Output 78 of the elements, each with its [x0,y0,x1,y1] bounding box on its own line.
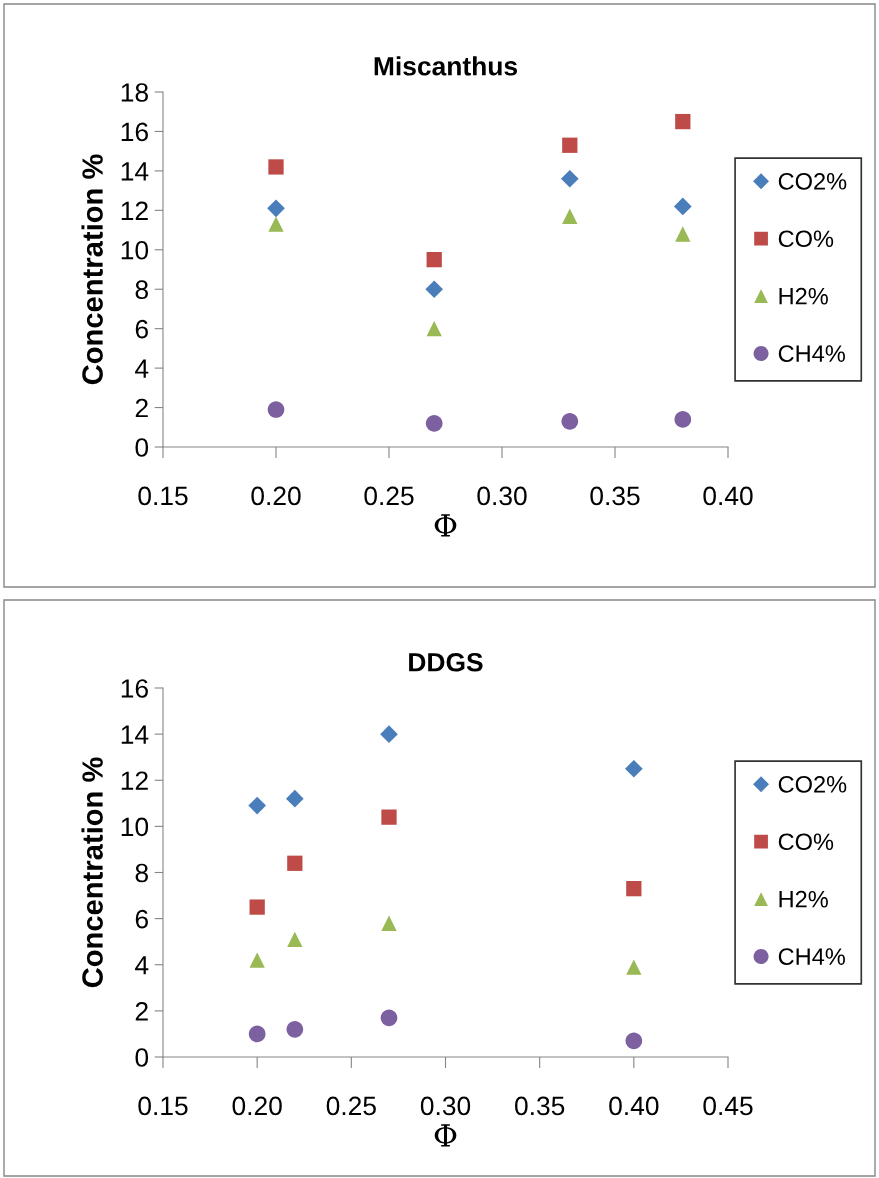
legend-label: H2% [779,287,828,305]
point [381,915,397,931]
point [675,226,691,242]
point [249,952,265,968]
point [248,1025,266,1043]
y-tick-label: 4 [135,359,149,378]
point [380,1009,398,1027]
x-tick-label: 0.15 [138,1096,188,1116]
y-tick-label: 6 [135,319,148,339]
point [248,796,267,815]
point [675,113,691,130]
x-tick-label: 0.30 [477,486,527,506]
y-tick-label: 2 [135,1002,148,1021]
point [285,789,304,808]
y-tick-label: 8 [135,863,148,883]
legend-label: CH4% [778,948,845,965]
y-tick-label: 18 [121,83,148,102]
point [626,959,642,975]
point [426,321,442,337]
point [267,401,285,418]
chart-title: DDGS [409,652,483,672]
point [381,809,397,825]
y-tick-label: 14 [121,162,149,181]
legend-label: CO% [778,833,834,851]
legend-label: CO% [778,230,834,248]
y-axis-title: Concentration % [81,757,103,988]
x-tick-label: 0.15 [138,486,188,506]
legend-label: CO2% [778,775,847,793]
point [287,931,303,948]
x-tick-label: 0.25 [364,486,414,506]
point [425,415,443,432]
y-tick-label: 14 [121,725,149,744]
x-axis-title: Φ [434,1124,457,1147]
x-tick-label: 0.20 [232,1096,282,1116]
point [624,759,643,778]
point [380,725,398,743]
y-tick-label: 2 [135,398,148,418]
y-tick-label: 0 [135,1048,149,1067]
y-tick-label: 6 [135,909,148,929]
x-tick-label: 0.20 [251,486,301,506]
point [561,413,579,430]
x-axis-title: Φ [434,514,457,537]
point [268,216,284,232]
legend-label: CH4% [778,345,845,362]
y-tick-label: 0 [135,438,149,457]
point [287,855,303,871]
point [674,411,692,428]
legend-label: CO2% [778,172,847,190]
point [268,159,284,175]
x-tick-label: 0.25 [326,1096,376,1116]
y-tick-label: 10 [121,817,149,837]
point [626,881,642,897]
x-tick-label: 0.45 [703,1096,753,1116]
x-tick-label: 0.35 [590,486,640,506]
y-tick-label: 4 [135,956,149,975]
point [560,169,579,188]
point [425,280,444,299]
point [286,1020,304,1038]
point [249,899,265,915]
x-tick-label: 0.30 [420,1096,471,1116]
y-tick-label: 16 [121,122,148,142]
point [267,199,285,218]
y-tick-label: 12 [121,771,148,790]
point [625,1032,643,1050]
x-tick-label: 0.40 [703,486,753,506]
x-tick-label: 0.40 [609,1096,659,1116]
point [562,137,578,153]
legend-label: H2% [779,890,828,908]
chart-title: Miscanthus [374,56,518,76]
y-tick-label: 8 [135,280,148,300]
point [673,197,692,216]
y-tick-label: 10 [121,240,149,260]
point [426,252,442,268]
y-axis-title: Concentration % [81,154,103,385]
point [562,208,578,224]
y-tick-label: 12 [121,201,148,220]
x-tick-label: 0.35 [515,1096,565,1116]
y-tick-label: 16 [121,679,148,698]
